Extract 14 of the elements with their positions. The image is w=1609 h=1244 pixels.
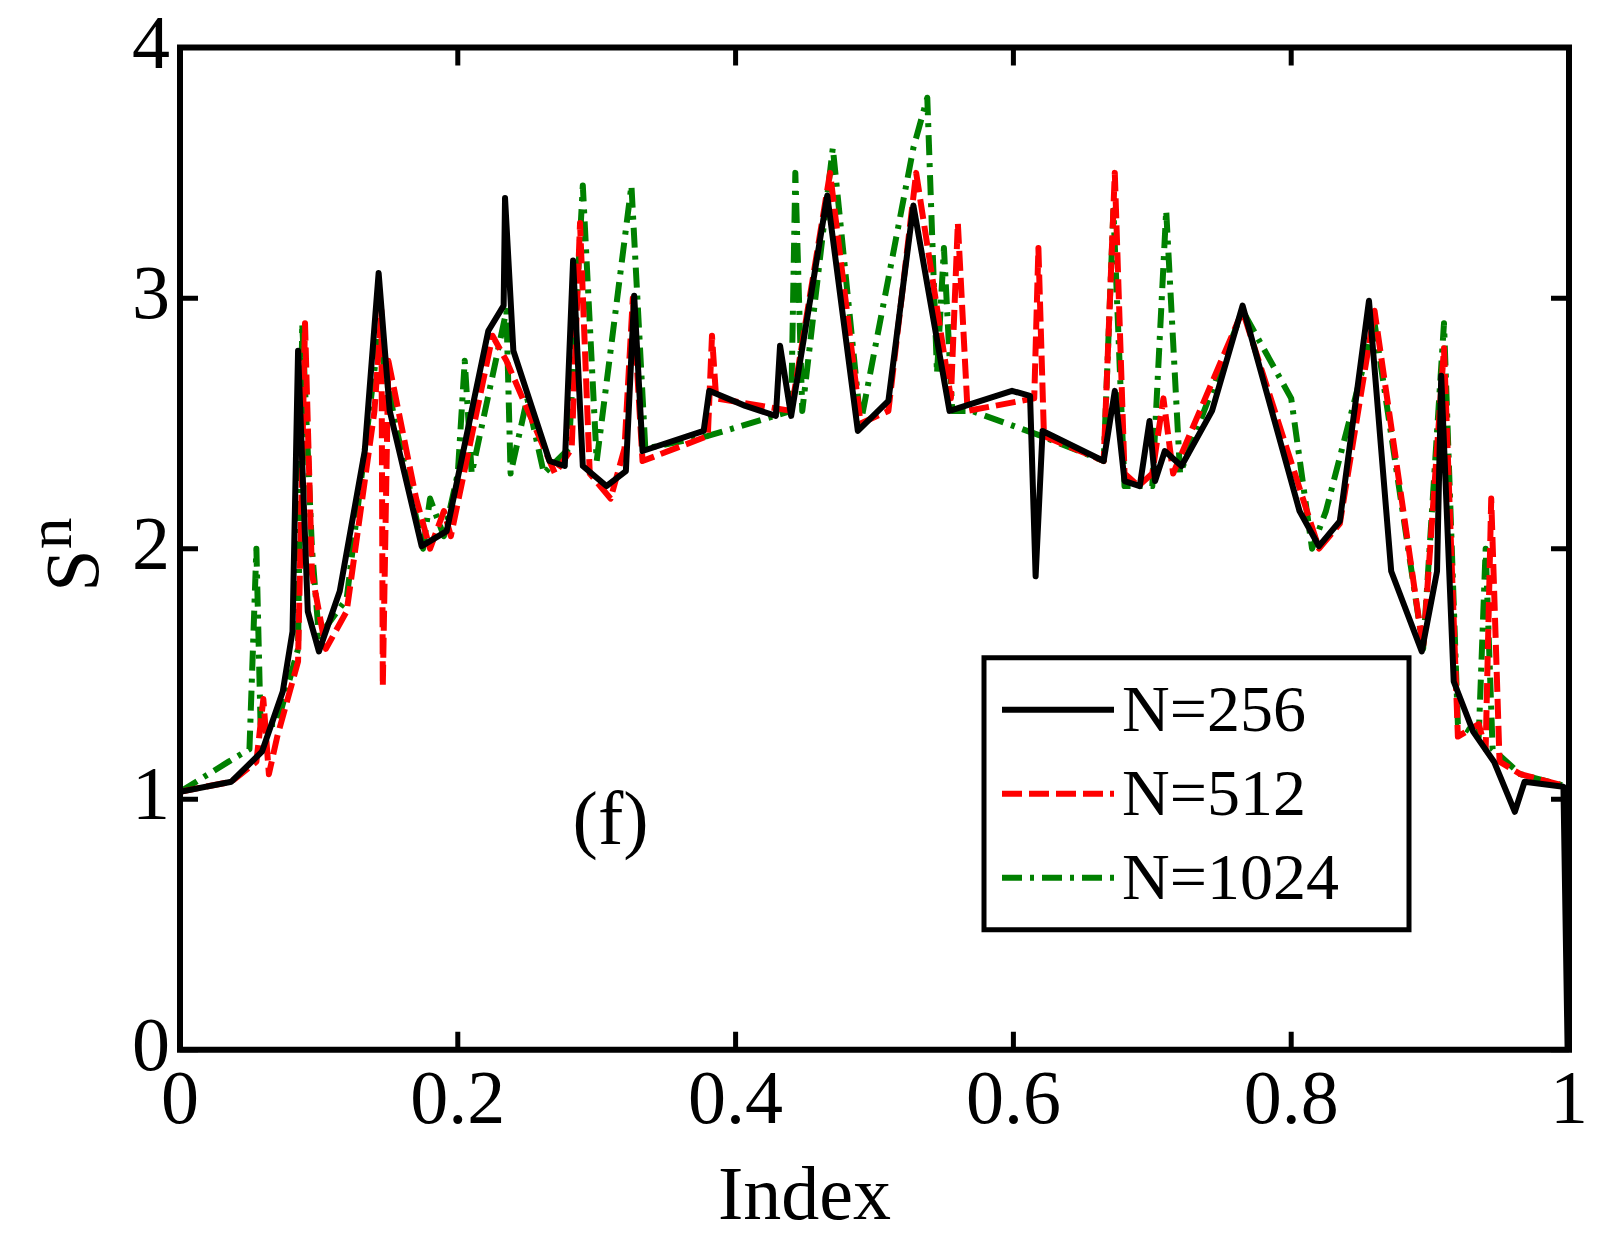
- legend-label: N=512: [1122, 756, 1306, 830]
- y-tick-label: 4: [132, 0, 170, 84]
- x-tick-label: 0.2: [410, 1055, 506, 1140]
- x-tick-label: 0.4: [688, 1055, 784, 1140]
- x-tick-label: 1: [1550, 1055, 1588, 1140]
- x-tick-label: 0.8: [1243, 1055, 1339, 1140]
- annotation: (f): [572, 776, 649, 862]
- legend-label: N=256: [1122, 672, 1306, 746]
- x-tick-label: 0.6: [965, 1055, 1061, 1140]
- legend-label: N=1024: [1122, 840, 1339, 914]
- y-tick-label: 2: [132, 500, 170, 585]
- x-axis-title: Index: [716, 1151, 892, 1235]
- y-tick-label: 3: [132, 250, 170, 335]
- y-tick-label: 1: [132, 751, 170, 836]
